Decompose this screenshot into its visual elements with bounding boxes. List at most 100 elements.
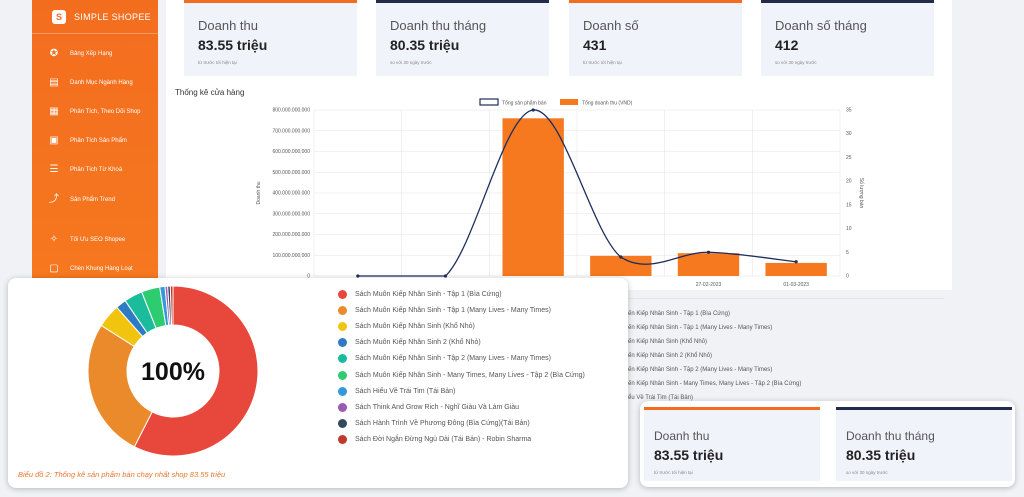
y2-tick-label: 5 xyxy=(846,250,849,256)
units-sold-point xyxy=(794,260,798,264)
sidebar-item-trend[interactable]: ⤴ Sản Phẩm Trend xyxy=(32,190,158,210)
y2-tick-label: 35 xyxy=(846,108,852,114)
pie-legend-item[interactable]: Sách Muôn Kiếp Nhân Sinh - Tập 2 (Many L… xyxy=(338,353,551,365)
y2-tick-label: 25 xyxy=(846,155,852,161)
legend-dot xyxy=(338,402,347,412)
legend-label: Sách Muôn Kiếp Nhân Sinh 2 (Khổ Nhỏ) xyxy=(355,339,481,347)
sidebar-item-seo[interactable]: ✧ Tối Ưu SEO Shopee xyxy=(32,230,158,250)
sidebar-item-frame[interactable]: ▢ Chèn Khung Hàng Loạt xyxy=(32,259,158,279)
background-list-item: ến Kiếp Nhân Sinh - Tập 1 (Many Lives - … xyxy=(628,325,773,331)
stat-title: Doanh thu tháng xyxy=(390,18,487,33)
revenue-bar xyxy=(677,253,740,276)
box-icon: ▣ xyxy=(49,135,59,146)
pie-legend-item[interactable]: Sách Muôn Kiếp Nhân Sinh - Many Times, M… xyxy=(338,369,585,381)
sidebar-item-label: Danh Mục Ngành Hàng xyxy=(70,80,133,86)
y-tick-label: 600.000.000.000 xyxy=(272,149,310,155)
stat-subtitle: so với 30 ngày trước xyxy=(846,470,888,475)
legend-label: Sách Think And Grow Rich - Nghĩ Giàu Và … xyxy=(355,403,520,411)
sidebar-item-label: Tối Ưu SEO Shopee xyxy=(70,237,126,243)
sidebar-item-label: Phân Tích Từ Khoá xyxy=(70,167,123,173)
y-tick-label: 800.000.000.000 xyxy=(272,108,310,114)
pie-legend-item[interactable]: Sách Đời Ngắn Đừng Ngủ Dài (Tái Bản) - R… xyxy=(338,434,531,446)
background-list-item: ến Kiếp Nhân Sinh 2 (Khổ Nhỏ) xyxy=(628,353,713,359)
revenue-bar xyxy=(590,255,652,276)
pie-legend-item[interactable]: Sách Muôn Kiếp Nhân Sinh 2 (Khổ Nhỏ) xyxy=(338,337,481,349)
stat-accent-bar xyxy=(761,0,934,3)
legend-label: Sách Muôn Kiếp Nhân Sinh - Tập 1 (Bìa Cứ… xyxy=(355,290,502,298)
stat-value: 431 xyxy=(583,37,607,53)
stat-card-monthly-revenue: Doanh thu tháng 80.35 triệu so với 30 ng… xyxy=(376,0,549,76)
y-tick-label: 300.000.000.000 xyxy=(272,211,310,217)
stat-accent-bar xyxy=(184,0,357,3)
legend-label: Sách Muôn Kiếp Nhân Sinh - Many Times, M… xyxy=(355,371,585,379)
revenue-bar xyxy=(765,262,827,276)
stat-subtitle: so với 30 ngày trước xyxy=(390,60,432,65)
units-sold-point xyxy=(706,250,711,254)
stat-title: Doanh số tháng xyxy=(775,18,867,33)
sidebar-item-shop-analysis[interactable]: ▦ Phân Tích, Theo Dõi Shop xyxy=(32,102,158,122)
y2-tick-label: 15 xyxy=(846,202,852,208)
stat-subtitle: từ trước tới hiện tại xyxy=(583,60,622,65)
pie-slice[interactable] xyxy=(133,285,259,457)
legend-label: Tổng doanh thu (VND) xyxy=(582,100,633,107)
stat-title: Doanh số xyxy=(583,18,639,33)
pie-legend-item[interactable]: Sách Hiểu Về Trái Tim (Tái Bản) xyxy=(338,385,455,397)
trend-icon: ⤴ xyxy=(49,194,59,205)
y-tick-label: 400.000.000.000 xyxy=(272,191,310,197)
stat-value: 80.35 triệu xyxy=(846,447,916,463)
folder-icon: ▤ xyxy=(49,77,59,88)
legend-swatch-line xyxy=(479,98,499,106)
units-sold-point xyxy=(619,255,623,259)
y2-tick-label: 0 xyxy=(846,274,849,280)
legend-label: Sách Muôn Kiếp Nhân Sinh (Khổ Nhỏ) xyxy=(355,322,475,330)
y-axis-label: Doanh thu xyxy=(256,181,262,204)
stat-accent-bar xyxy=(644,407,820,410)
sidebar-item-label: Bảng Xếp Hạng xyxy=(70,51,113,57)
legend-dot xyxy=(338,321,347,331)
units-sold-point xyxy=(443,274,448,278)
pie-legend-item[interactable]: Sách Muôn Kiếp Nhân Sinh (Khổ Nhỏ) xyxy=(338,320,475,332)
legend-label: Sách Hành Trình Về Phương Đông (Bìa Cứng… xyxy=(355,420,530,428)
brand-logo: S xyxy=(52,9,66,24)
y2-axis-label: Số lượng bán xyxy=(858,178,864,209)
sidebar-item-product-analysis[interactable]: ▣ Phân Tích Sản Phẩm xyxy=(32,131,158,151)
mini-stat-monthly-revenue: Doanh thu tháng 80.35 triệu so với 30 ng… xyxy=(836,407,1012,481)
brand-name: SIMPLE SHOPEE xyxy=(74,11,151,22)
legend-label: Sách Đời Ngắn Đừng Ngủ Dài (Tái Bản) - R… xyxy=(355,436,532,444)
pie-center-label: 100% xyxy=(141,358,205,386)
mini-stat-revenue: Doanh thu 83.55 triệu từ trước tới hiện … xyxy=(644,407,820,481)
legend-label: Tổng sản phẩm bán xyxy=(502,100,547,107)
sidebar-item-keyword-analysis[interactable]: ☰ Phân Tích Từ Khoá xyxy=(32,160,158,180)
pie-slice[interactable] xyxy=(87,324,153,448)
stat-value: 80.35 triệu xyxy=(390,37,460,53)
y-tick-label: 200.000.000.000 xyxy=(272,232,310,238)
legend-dot xyxy=(338,305,347,315)
sidebar-item-ranking[interactable]: ✪ Bảng Xếp Hạng xyxy=(32,44,158,64)
stat-title: Doanh thu xyxy=(654,429,710,443)
sidebar-item-label: Phân Tích Sản Phẩm xyxy=(70,138,127,144)
stat-subtitle: so với 30 ngày trước xyxy=(775,60,817,65)
store-stats-chart: 0 100.000.000.000 200.000.000.000 300.000.0… xyxy=(256,98,864,288)
pie-legend-item[interactable]: Sách Hành Trình Về Phương Đông (Bìa Cứng… xyxy=(338,418,530,430)
pie-legend-item[interactable]: Sách Think And Grow Rich - Nghĩ Giàu Và … xyxy=(338,401,519,413)
mini-stats-card: Doanh thu 83.55 triệu từ trước tới hiện … xyxy=(640,401,1015,487)
magic-icon: ✧ xyxy=(49,234,59,245)
sidebar-item-categories[interactable]: ▤ Danh Mục Ngành Hàng xyxy=(32,73,158,93)
pie-legend-item[interactable]: Sách Muôn Kiếp Nhân Sinh - Tập 1 (Many L… xyxy=(338,304,551,316)
stat-subtitle: từ trước tới hiện tại xyxy=(654,470,693,475)
top-products-pie-chart: 100% xyxy=(87,285,259,457)
chart-legend: Tổng sản phẩm bán Tổng doanh thu (VND) xyxy=(479,98,633,107)
y2-tick-label: 30 xyxy=(846,131,852,137)
background-list-item: ến Kiếp Nhân Sinh (Khổ Nhỏ) xyxy=(628,339,708,345)
pie-legend-item[interactable]: Sách Muôn Kiếp Nhân Sinh - Tập 1 (Bìa Cứ… xyxy=(338,288,502,300)
stat-card-monthly-sales: Doanh số tháng 412 so với 30 ngày trước xyxy=(761,0,934,76)
stat-accent-bar xyxy=(836,407,1012,410)
y-tick-label: 700.000.000.000 xyxy=(272,128,310,134)
legend-label: Sách Hiểu Về Trái Tim (Tái Bản) xyxy=(355,387,456,395)
pie-caption: Biểu đồ 2: Thống kê sản phẩm bán chạy nh… xyxy=(18,470,226,479)
legend-dot xyxy=(338,419,347,429)
sidebar: S SIMPLE SHOPEE ✪ Bảng Xếp Hạng ▤ Danh M… xyxy=(32,0,158,285)
pie-slice[interactable] xyxy=(169,285,174,326)
brand[interactable]: S SIMPLE SHOPEE xyxy=(32,0,158,34)
background-list-item: ến Kiếp Nhân Sinh - Tập 1 (Bìa Cứng) xyxy=(628,311,730,317)
